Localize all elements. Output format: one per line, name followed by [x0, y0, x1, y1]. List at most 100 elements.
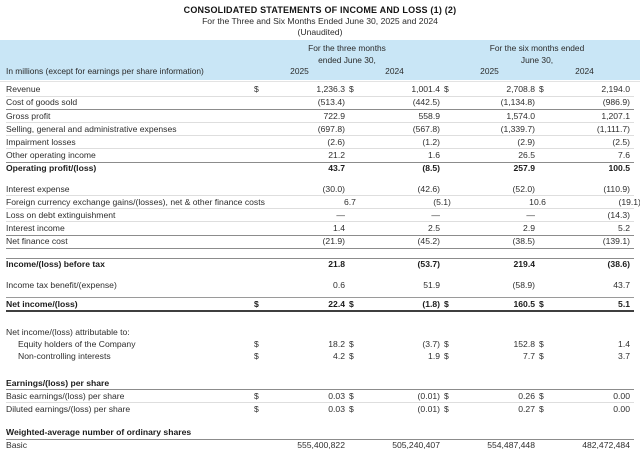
- value-group: 5.2: [539, 223, 634, 235]
- cell-value: (38.5): [512, 236, 535, 247]
- currency-symbol: $: [349, 84, 354, 95]
- row-spacer: [6, 415, 634, 426]
- cell-value: 5.1: [618, 298, 630, 309]
- cell-value: 0.03: [328, 403, 345, 414]
- cell-value: (21.9): [322, 236, 345, 247]
- value-group: 2.5: [349, 223, 444, 235]
- currency-symbol: $: [349, 403, 354, 414]
- cell-value: 555,400,822: [297, 440, 345, 451]
- value-group: $ (0.01): [349, 391, 444, 403]
- cell-value: 505,240,407: [392, 440, 440, 451]
- cell-value: 2.9: [523, 223, 535, 234]
- cell-value: 722.9: [323, 110, 345, 121]
- cell-value: 26.5: [518, 150, 535, 161]
- table-body: Revenue $1,236.3 $1,001.4 $2,708.8 $2,194.0 C…: [0, 80, 640, 452]
- cell-value: 1,001.4: [411, 84, 440, 95]
- row-label: Earnings/(loss) per share: [6, 377, 110, 388]
- value-group: (1,111.7): [539, 124, 634, 136]
- row-label: Equity holders of the Company: [18, 339, 136, 350]
- table-row: Basic earnings/(loss) per share $0.03 $ (0.…: [6, 390, 634, 404]
- currency-symbol: $: [444, 351, 449, 362]
- row-spacer: [6, 312, 634, 326]
- year-column-header: 2024: [575, 66, 594, 76]
- cell-value: (8.5): [422, 163, 440, 174]
- cell-value: (30.0): [322, 183, 345, 194]
- value-group: $4.2: [254, 351, 349, 363]
- table-row: Operating profit/(loss) 43.7 (8.5) 257.9 100…: [6, 163, 634, 175]
- cell-value: 1,236.3: [316, 84, 345, 95]
- table-row: Interest expense (30.0) (42.6) (52.0) (110.9…: [6, 183, 634, 196]
- value-group: 51.9: [349, 280, 444, 292]
- currency-symbol: $: [349, 339, 354, 350]
- value-group: (14.3): [539, 210, 634, 222]
- row-label: Foreign currency exchange gains/(losses)…: [6, 196, 265, 207]
- currency-symbol: $: [444, 339, 449, 350]
- cell-value: 22.4: [328, 298, 345, 309]
- value-group: $3.7: [539, 351, 634, 363]
- cell-value: 1,207.1: [601, 110, 630, 121]
- row-spacer: [6, 249, 634, 259]
- row-label: Basic earnings/(loss) per share: [6, 390, 125, 401]
- cell-value: 257.9: [513, 163, 535, 174]
- six-months-header: For the six months ended: [489, 43, 585, 53]
- value-group: 257.9: [444, 163, 539, 175]
- cell-value: (1,134.8): [500, 97, 535, 108]
- table-row: Diluted earnings/(loss) per share $0.03 $(…: [6, 403, 634, 415]
- value-group: (5.1): [360, 197, 455, 209]
- year-column-header: 2025: [290, 66, 309, 76]
- page-title: CONSOLIDATED STATEMENTS OF INCOME AND LO…: [183, 5, 457, 15]
- cell-value: (0.01): [417, 403, 440, 414]
- currency-symbol: $: [539, 84, 544, 95]
- value-group: $0.26: [444, 391, 539, 403]
- cell-value: 21.8: [328, 259, 345, 270]
- row-label: Diluted earnings/(loss) per share: [6, 403, 131, 414]
- cell-value: 2,708.8: [506, 84, 535, 95]
- row-label: Income/(loss) before tax: [6, 259, 105, 270]
- cell-value: (2.9): [517, 136, 535, 147]
- cell-value: 219.4: [513, 259, 535, 270]
- value-group: $5.1: [539, 299, 634, 311]
- row-label: Impairment losses: [6, 136, 76, 147]
- cell-value: (42.6): [417, 183, 440, 194]
- row-spacer: [6, 175, 634, 183]
- currency-symbol: $: [444, 84, 449, 95]
- cell-value: (513.4): [317, 97, 345, 108]
- table-row: Equity holders of the Company $18.2 $ (3.7)…: [6, 339, 634, 351]
- six-months-header-sub: June 30,: [520, 54, 554, 65]
- value-group: (8.5): [349, 163, 444, 175]
- value-group: —: [254, 210, 349, 222]
- value-group: 6.7: [265, 197, 360, 209]
- cell-value: (697.8): [317, 123, 345, 134]
- value-group: $2,194.0: [539, 84, 634, 96]
- table-row: Impairment losses (2.6) (1.2) (2.9) (2.5): [6, 136, 634, 150]
- value-group: (21.9): [254, 236, 349, 248]
- currency-symbol: $: [349, 298, 354, 309]
- cell-value: 1.4: [618, 339, 630, 350]
- value-group: $ (1.8): [349, 299, 444, 311]
- value-group: $0.00: [539, 404, 634, 416]
- cell-value: 1.9: [428, 351, 440, 362]
- value-group: $2,708.8: [444, 84, 539, 96]
- cell-value: 7.6: [618, 150, 630, 161]
- value-group: (442.5): [349, 97, 444, 109]
- value-group: (42.6): [349, 184, 444, 196]
- cell-value: 21.2: [328, 150, 345, 161]
- cell-value: (58.9): [512, 279, 535, 290]
- table-row: Interest income 1.4 2.5 2.9 5.2: [6, 222, 634, 236]
- cell-value: 160.5: [513, 298, 535, 309]
- value-group: $0.00: [539, 391, 634, 403]
- row-label: Weighted-average number of ordinary shar…: [6, 427, 192, 438]
- value-group: (110.9): [539, 184, 634, 196]
- row-label: Interest income: [6, 223, 65, 234]
- table-row: Weighted-average number of ordinary shar…: [6, 426, 634, 440]
- cell-value: (986.9): [602, 97, 630, 108]
- cell-value: (5.1): [433, 196, 451, 207]
- value-group: 555,400,822: [254, 440, 349, 452]
- currency-symbol: $: [539, 390, 544, 401]
- page-subtitle: For the Three and Six Months Ended June …: [202, 16, 438, 26]
- unaudited-note: (Unaudited): [297, 26, 343, 37]
- table-row: Earnings/(loss) per share: [6, 377, 634, 391]
- cell-value: 0.27: [518, 403, 535, 414]
- table-row: Income/(loss) before tax 21.8 (53.7) 219.4 (…: [6, 259, 634, 271]
- table-row: Revenue $1,236.3 $1,001.4 $2,708.8 $2,194.0: [6, 84, 634, 97]
